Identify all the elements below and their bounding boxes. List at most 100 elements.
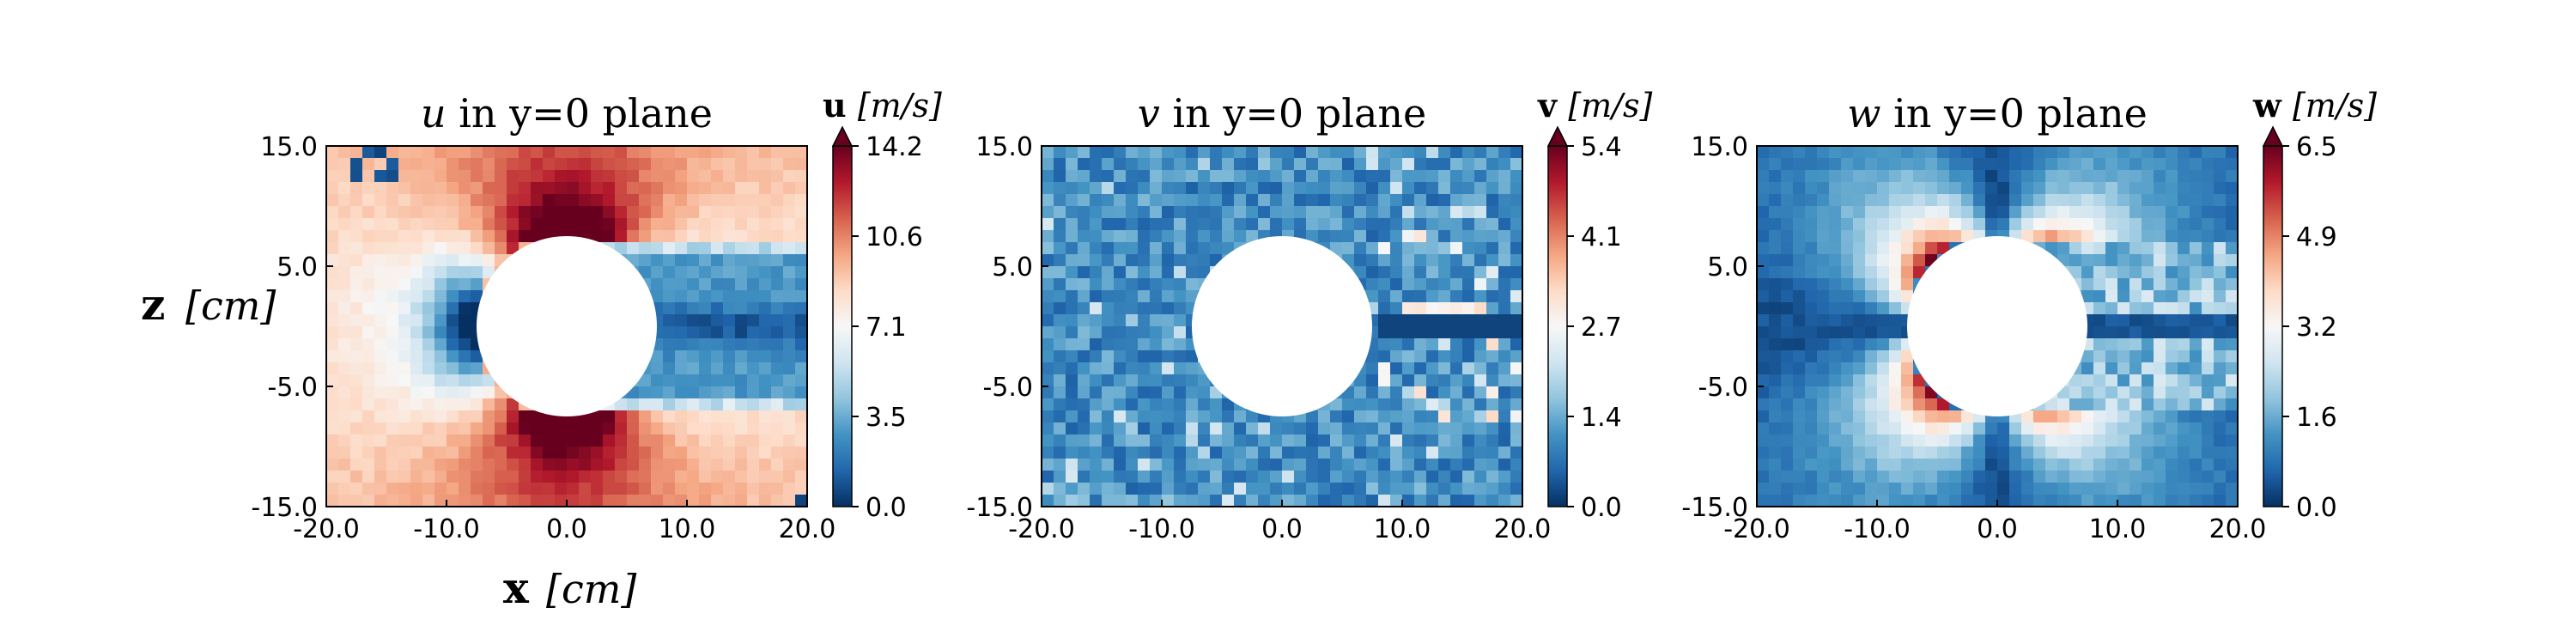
heatmap-cell: [1198, 374, 1211, 387]
heatmap-cell: [1510, 398, 1523, 411]
heatmap-cell: [783, 314, 796, 327]
heatmap-cell: [1186, 170, 1199, 183]
heatmap-cell: [735, 434, 748, 447]
heatmap-cell: [1474, 483, 1487, 495]
colorbar-tick-label: 14.2: [866, 132, 923, 162]
heatmap-cell: [1414, 386, 1427, 399]
heatmap-cell: [386, 374, 399, 387]
heatmap-cell: [434, 254, 447, 267]
heatmap-cell: [567, 218, 580, 231]
heatmap-cell: [1997, 206, 2010, 219]
colorbar-tick-label: 2.7: [1581, 313, 1622, 343]
heatmap-cell: [410, 290, 423, 303]
heatmap-cell: [651, 254, 664, 267]
heatmap-cell: [410, 374, 423, 387]
heatmap-cell: [1078, 254, 1091, 267]
heatmap-cell: [1294, 422, 1307, 435]
heatmap-cell: [687, 302, 700, 315]
heatmap-cell: [1510, 434, 1523, 447]
heatmap-cell: [507, 182, 519, 195]
heatmap-cell: [1937, 182, 1950, 195]
heatmap-cell: [2190, 206, 2202, 219]
heatmap-cell: [2178, 302, 2190, 315]
heatmap-cell: [1510, 182, 1523, 195]
heatmap-cell: [1342, 483, 1355, 495]
heatmap-cell: [1997, 434, 2010, 447]
heatmap-cell: [1985, 483, 1998, 495]
heatmap-cell: [1126, 254, 1139, 267]
heatmap-cell: [1829, 410, 1842, 423]
heatmap-cell: [1186, 350, 1199, 363]
heatmap-cell: [2214, 350, 2227, 363]
heatmap-cell: [1438, 170, 1451, 183]
heatmap-cell: [747, 230, 760, 243]
heatmap-cell: [1414, 290, 1427, 303]
heatmap-cell: [1054, 459, 1066, 471]
heatmap-cell: [1138, 459, 1151, 471]
heatmap-cell: [723, 194, 736, 207]
heatmap-cell: [627, 483, 640, 495]
heatmap-cell: [2178, 314, 2190, 327]
heatmap-cell: [2226, 483, 2239, 495]
heatmap-cell: [2105, 362, 2118, 375]
heatmap-cell: [410, 170, 423, 183]
heatmap-cell: [1102, 495, 1115, 507]
heatmap-cell: [591, 194, 604, 207]
heatmap-cell: [1114, 362, 1127, 375]
heatmap-cell: [2117, 254, 2130, 267]
heatmap-cell: [2190, 350, 2202, 363]
heatmap-cell: [459, 362, 471, 375]
heatmap-cell: [1354, 194, 1367, 207]
heatmap-cell: [1246, 483, 1259, 495]
panel-w: w in y=0 plane-20.0 -10.0 0.0 10.0 20.015.05…: [1681, 86, 2377, 544]
heatmap-cell: [2142, 206, 2154, 219]
heatmap-cell: [723, 495, 736, 507]
heatmap-cell: [459, 471, 471, 483]
heatmap-cell: [1186, 230, 1199, 243]
heatmap-cell: [759, 338, 772, 351]
heatmap-cell: [1378, 290, 1391, 303]
heatmap-cell: [651, 266, 664, 279]
heatmap-cell: [386, 483, 399, 495]
heatmap-cell: [326, 459, 339, 471]
heatmap-cell: [543, 194, 556, 207]
heatmap-cell: [2129, 230, 2142, 243]
heatmap-cell: [1066, 266, 1078, 279]
heatmap-cell: [422, 206, 435, 219]
heatmap-cell: [2166, 422, 2178, 435]
heatmap-cell: [795, 471, 808, 483]
heatmap-cell: [651, 182, 664, 195]
heatmap-cell: [2057, 194, 2070, 207]
heatmap-cell: [663, 278, 676, 291]
heatmap-cell: [1817, 206, 1830, 219]
heatmap-cell: [1985, 218, 1998, 231]
heatmap-cell: [483, 266, 495, 279]
heatmap-cell: [338, 338, 351, 351]
heatmap-cell: [1234, 434, 1247, 447]
heatmap-cell: [2057, 483, 2070, 495]
heatmap-cell: [1937, 447, 1950, 459]
heatmap-cell: [1066, 410, 1078, 423]
heatmap-cell: [2093, 242, 2106, 255]
heatmap-cell: [1162, 266, 1175, 279]
heatmap-cell: [386, 194, 399, 207]
heatmap-cell: [338, 158, 351, 171]
heatmap-cell: [1042, 362, 1054, 375]
heatmap-cell: [447, 146, 459, 159]
heatmap-cell: [1042, 374, 1054, 387]
heatmap-cell: [2045, 459, 2058, 471]
heatmap-cell: [1450, 422, 1463, 435]
heatmap-cell: [2129, 170, 2142, 183]
heatmap-cell: [1997, 422, 2010, 435]
colorbar-tick-label: 10.6: [866, 222, 923, 252]
heatmap-cell: [1090, 362, 1103, 375]
heatmap-cell: [1973, 495, 1986, 507]
heatmap-cell: [1270, 194, 1283, 207]
heatmap-cell: [663, 158, 676, 171]
heatmap-cell: [2142, 326, 2154, 339]
heatmap-cell: [1426, 483, 1439, 495]
heatmap-cell: [2202, 374, 2215, 387]
heatmap-cell: [555, 182, 568, 195]
heatmap-cell: [651, 434, 664, 447]
heatmap-cell: [1138, 471, 1151, 483]
